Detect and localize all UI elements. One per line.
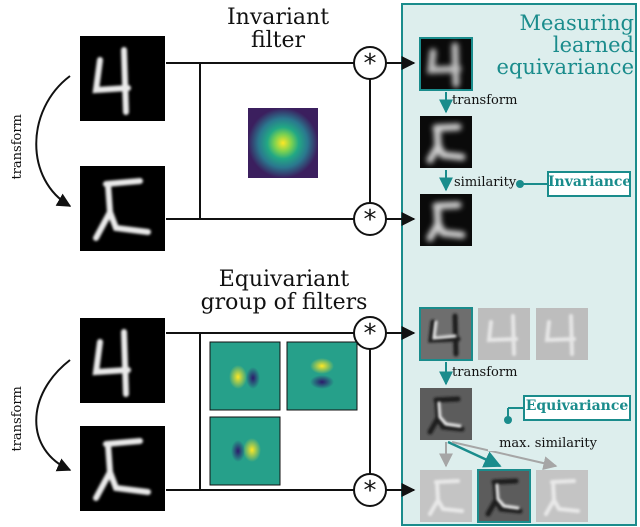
transform-label-top: transform — [10, 114, 26, 180]
panel-transform-label-bottom: transform — [452, 365, 518, 380]
transform-arrow-bottom — [35, 359, 72, 472]
equivariance-dot — [504, 416, 512, 424]
digit-4-bottom-image — [80, 318, 165, 403]
invariant-filter-title-line2: filter — [250, 28, 306, 54]
conv-symbol: * — [364, 476, 377, 506]
panel-transform-label-top: transform — [452, 93, 518, 108]
equivariant-filter-1 — [209, 341, 281, 411]
conv-symbol: * — [364, 319, 377, 349]
invariant-filter-title: Invariant filter — [212, 6, 344, 52]
invariance-badge-box — [547, 171, 631, 197]
digit-4-rotated-top-image — [80, 166, 165, 251]
invariance-dot — [516, 180, 524, 188]
measuring-panel-title-line1: Measuring — [519, 11, 634, 35]
conv-circle-bottom-2: * — [353, 473, 387, 507]
feature-map-top-2 — [420, 116, 472, 168]
response-map-bottom-3 — [536, 308, 588, 360]
conv-circle-bottom-1: * — [353, 316, 387, 350]
max-similarity-arrow-3 — [451, 441, 558, 470]
max-similarity-label: max. similarity — [488, 437, 608, 451]
conv-symbol: * — [364, 205, 377, 235]
response-map-transformed — [420, 388, 472, 440]
equivariant-filters-title: Equivariant group of filters — [196, 268, 372, 314]
measuring-panel-title-line3: equivariance — [496, 55, 634, 80]
candidate-map-1 — [420, 470, 472, 522]
invariant-filter-box — [166, 62, 371, 220]
candidate-map-2 — [477, 469, 531, 523]
equivariant-filters-title-line2: group of filters — [200, 290, 368, 316]
invariant-filter-title-line1: Invariant — [226, 5, 330, 30]
candidate-map-3 — [536, 470, 588, 522]
equivariant-filter-3 — [209, 416, 281, 486]
conv-circle-top-2: * — [353, 202, 387, 236]
equivariance-badge: Equivariance — [525, 398, 629, 414]
panel-similarity-label: similarity — [454, 175, 517, 190]
feature-map-top-3 — [420, 194, 472, 246]
transform-label-bottom: transform — [10, 386, 26, 452]
max-similarity-arrow-2 — [447, 440, 502, 468]
digit-4-rotated-bottom-image — [80, 426, 165, 511]
equivariance-badge-box — [523, 395, 631, 421]
response-map-bottom-2 — [478, 308, 530, 360]
measuring-panel-title-line2: learned — [552, 33, 634, 58]
transform-arrow-top — [35, 75, 72, 207]
invariant-filter-image — [248, 108, 318, 178]
conv-circle-top-1: * — [353, 46, 387, 80]
measuring-panel-title: Measuring learned equivariance — [486, 12, 634, 78]
response-map-bottom-1 — [419, 307, 473, 361]
digit-4-top-image — [80, 36, 165, 121]
conv-symbol: * — [364, 49, 377, 79]
equivariant-filter-box — [166, 332, 371, 491]
feature-map-top-1 — [419, 37, 473, 91]
invariance-badge: Invariance — [548, 174, 632, 190]
equivariant-filter-2 — [286, 341, 358, 411]
equivariant-filters-title-line1: Equivariant — [218, 267, 350, 292]
